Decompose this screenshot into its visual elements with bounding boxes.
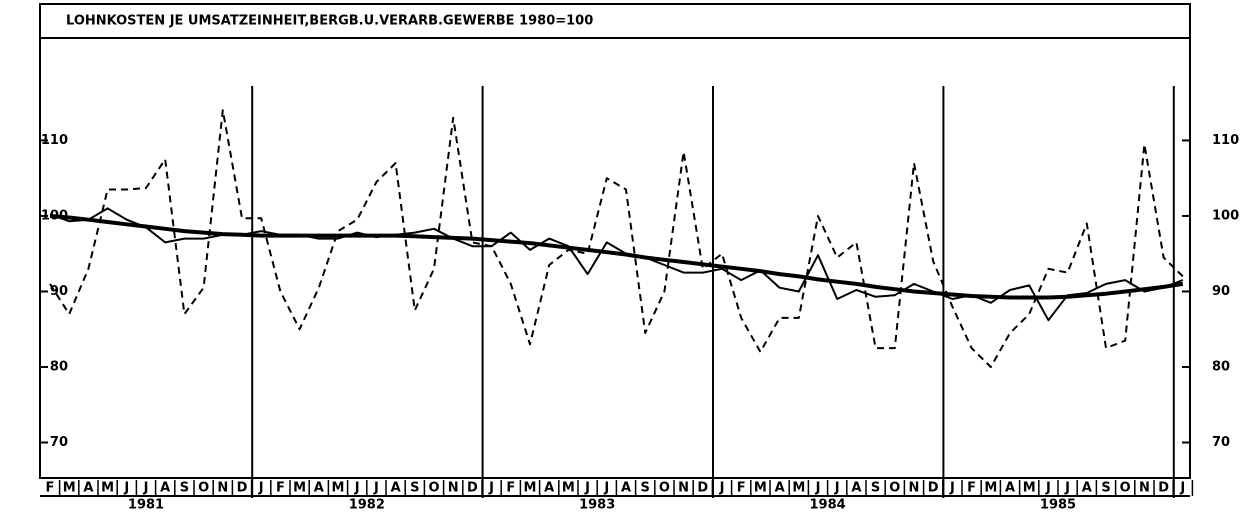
x-tick-label: A: [160, 481, 170, 496]
x-tick-label: A: [544, 481, 554, 496]
x-tick-label: J: [719, 481, 725, 496]
x-tick-label: M: [293, 481, 306, 496]
x-tick-label: M: [1023, 481, 1036, 496]
x-tick-label: N: [448, 481, 459, 496]
x-tick-label: J: [815, 481, 821, 496]
x-tick-label: J: [603, 481, 609, 496]
series-line: [49, 207, 1184, 322]
x-tick-label: J: [123, 481, 129, 496]
y-tick-label: 80: [50, 359, 68, 374]
x-tick-label: J: [354, 481, 360, 496]
x-tick-label: O: [428, 481, 439, 496]
x-tick-label: N: [909, 481, 920, 496]
x-tick-label: F: [967, 481, 976, 496]
x-tick-label: O: [889, 481, 900, 496]
year-label: 1985: [1040, 498, 1076, 513]
x-tick-label: J: [1179, 481, 1185, 496]
x-tick-label: F: [46, 481, 55, 496]
year-label: 1983: [579, 498, 615, 513]
series-line: [49, 214, 1184, 300]
x-tick-label: A: [83, 481, 93, 496]
x-tick-label: J: [143, 481, 149, 496]
x-tick-label: J: [258, 481, 264, 496]
y-tick-label: 70: [1212, 435, 1230, 450]
x-tick-label: M: [63, 481, 76, 496]
series-line: [49, 109, 1184, 368]
x-tick-label: M: [101, 481, 114, 496]
x-tick-label: S: [410, 481, 419, 496]
x-tick-label: A: [1005, 481, 1015, 496]
x-tick-label: J: [834, 481, 840, 496]
plot-frame: [39, 3, 1191, 479]
y-tick-label: 70: [50, 435, 68, 450]
x-tick-label: J: [1064, 481, 1070, 496]
x-tick-label: F: [506, 481, 515, 496]
x-tick-label: S: [1101, 481, 1110, 496]
x-tick-label: O: [1120, 481, 1131, 496]
x-tick-label: A: [391, 481, 401, 496]
x-tick-label: J: [1045, 481, 1051, 496]
x-tick-label: J: [584, 481, 590, 496]
y-tick-label: 80: [1212, 359, 1230, 374]
x-tick-label: M: [562, 481, 575, 496]
x-tick-label: N: [678, 481, 689, 496]
x-tick-label: M: [754, 481, 767, 496]
y-tick-label: 100: [1212, 208, 1239, 223]
x-tick-label: M: [332, 481, 345, 496]
x-tick-label: A: [851, 481, 861, 496]
y-tick-label: 110: [41, 133, 68, 148]
x-tick-label: J: [373, 481, 379, 496]
chart-title: LOHNKOSTEN JE UMSATZEINHEIT,BERGB.U.VERA…: [66, 14, 593, 29]
x-tick-label: O: [659, 481, 670, 496]
y-tick-label: 90: [1212, 284, 1230, 299]
x-tick-label: N: [217, 481, 228, 496]
x-tick-label: S: [180, 481, 189, 496]
x-tick-label: J: [488, 481, 494, 496]
year-label: 1984: [810, 498, 846, 513]
x-tick-label: A: [621, 481, 631, 496]
x-tick-label: D: [928, 481, 939, 496]
x-tick-label: D: [1158, 481, 1169, 496]
x-tick-label: A: [314, 481, 324, 496]
year-label: 1982: [349, 498, 385, 513]
y-tick-label: 110: [1212, 133, 1239, 148]
x-tick-label: D: [237, 481, 248, 496]
y-tick-label: 90: [50, 284, 68, 299]
x-tick-label: S: [641, 481, 650, 496]
x-tick-label: M: [524, 481, 537, 496]
x-tick-label: A: [775, 481, 785, 496]
x-tick-label: N: [1139, 481, 1150, 496]
x-tick-label: F: [276, 481, 285, 496]
x-tick-label: A: [1082, 481, 1092, 496]
x-tick-label: M: [792, 481, 805, 496]
x-tick-label: M: [984, 481, 997, 496]
x-tick-label: D: [467, 481, 478, 496]
x-tick-label: O: [198, 481, 209, 496]
x-tick-label: S: [871, 481, 880, 496]
year-label: 1981: [128, 498, 164, 513]
x-tick-label: J: [949, 481, 955, 496]
x-tick-label: F: [737, 481, 746, 496]
x-tick-label: D: [697, 481, 708, 496]
